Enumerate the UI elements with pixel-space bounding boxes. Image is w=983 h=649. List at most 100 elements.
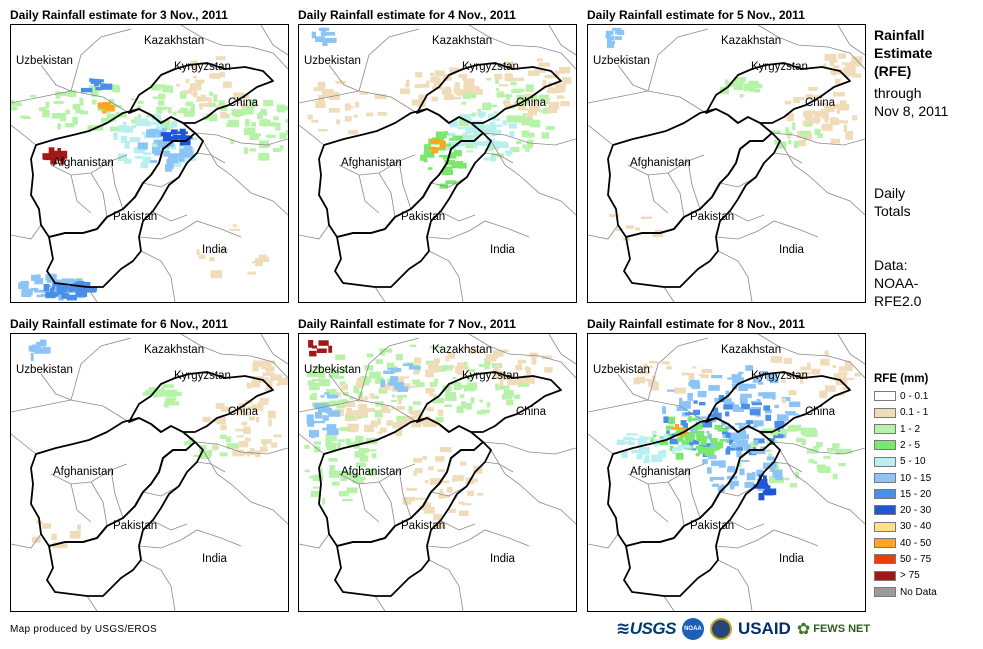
rainfall-cell xyxy=(162,135,171,142)
rainfall-cell xyxy=(522,144,526,149)
country-label-uzbekistan: Uzbekistan xyxy=(593,364,650,376)
rainfall-cell xyxy=(617,30,625,35)
rainfall-cell xyxy=(770,461,777,469)
boundary-line xyxy=(771,441,865,455)
rainfall-cell xyxy=(766,373,777,381)
rainfall-cell xyxy=(517,115,526,123)
rainfall-cell xyxy=(544,75,557,79)
rainfall-cell xyxy=(324,31,336,36)
legend-swatch xyxy=(874,554,896,565)
rainfall-cell xyxy=(399,88,410,95)
rainfall-cell xyxy=(438,366,446,372)
country-label-china: China xyxy=(516,406,547,418)
rainfall-cell xyxy=(240,452,251,455)
rainfall-cell xyxy=(92,99,97,105)
rainfall-cell xyxy=(509,148,513,153)
rainfall-cell xyxy=(631,449,643,454)
rainfall-cell xyxy=(252,261,261,264)
rainfall-cell xyxy=(60,286,73,290)
rainfall-cell xyxy=(424,479,429,484)
rainfall-cell xyxy=(446,143,452,147)
boundary-line xyxy=(667,481,685,527)
rainfall-cell xyxy=(688,416,692,423)
rainfall-cell xyxy=(441,88,452,95)
rainfall-cell xyxy=(399,376,410,379)
rainfall-cell xyxy=(728,432,736,438)
rainfall-cell xyxy=(736,450,742,458)
rainfall-cell xyxy=(273,147,282,152)
legend-label: 5 - 10 xyxy=(900,456,926,468)
rainfall-cell xyxy=(674,427,682,430)
rainfall-cell xyxy=(45,101,50,109)
rainfall-cell xyxy=(52,542,65,549)
rainfall-cell xyxy=(490,129,497,137)
rainfall-cell xyxy=(644,455,650,464)
rainfall-cell xyxy=(306,370,318,378)
country-outline xyxy=(416,371,562,433)
rainfall-cell xyxy=(773,433,784,439)
boundary-line xyxy=(468,334,576,379)
rainfall-cell xyxy=(426,407,434,412)
legend-label: 15 - 20 xyxy=(900,488,932,500)
rainfall-cell xyxy=(343,391,349,396)
rainfall-cell xyxy=(813,117,820,124)
rainfall-map-svg xyxy=(299,25,576,302)
boundary-line xyxy=(617,64,649,92)
rainfall-cell xyxy=(733,84,739,90)
boundary-line xyxy=(202,140,288,216)
rainfall-cell xyxy=(714,397,723,403)
rainfall-cell xyxy=(209,91,213,96)
rainfall-cell xyxy=(307,421,315,427)
rainfall-cell xyxy=(769,475,781,484)
rainfall-cell xyxy=(197,96,206,101)
rainfall-cell xyxy=(214,105,223,108)
boundary-line xyxy=(773,152,803,164)
rainfall-cell xyxy=(312,392,317,399)
rainfall-cell xyxy=(702,459,708,465)
rainfall-cell xyxy=(387,367,398,370)
country-label-pakistan: Pakistan xyxy=(401,520,446,532)
rainfall-cell xyxy=(62,289,67,297)
rainfall-cell xyxy=(366,353,374,358)
rainfall-cell xyxy=(334,375,345,379)
boundary-line xyxy=(140,559,176,611)
rainfall-cell xyxy=(57,123,61,130)
rainfall-cell xyxy=(355,435,364,443)
rainfall-cell xyxy=(51,533,57,541)
rainfall-cell xyxy=(345,411,357,415)
rainfall-cell xyxy=(724,401,735,406)
rainfall-cell xyxy=(444,86,451,90)
rainfall-cell xyxy=(198,254,206,259)
rainfall-cell xyxy=(370,420,378,428)
rainfall-cell xyxy=(547,87,558,93)
legend-swatch xyxy=(874,505,896,516)
legend-title: RFE (mm) xyxy=(874,373,929,385)
rainfall-cell xyxy=(826,447,838,452)
rainfall-cell xyxy=(344,116,352,122)
rainfall-cell xyxy=(669,446,674,451)
boundary-line xyxy=(142,485,180,497)
rainfall-cell xyxy=(458,501,465,505)
rainfall-cell xyxy=(546,106,558,114)
country-outline xyxy=(416,62,562,124)
rainfall-cell xyxy=(698,444,708,449)
rainfall-cell xyxy=(55,91,67,96)
rainfall-cell xyxy=(263,118,267,127)
rainfall-cell xyxy=(456,406,464,414)
logo-strip: ≋USGS NOAA USAID ✿ FEWS NET xyxy=(616,615,870,643)
rainfall-cell xyxy=(839,100,847,107)
rainfall-cell xyxy=(838,120,849,124)
rainfall-cell xyxy=(510,147,520,152)
boundary-line xyxy=(438,519,476,531)
rainfall-cell xyxy=(267,410,276,419)
rainfall-cell xyxy=(406,488,418,491)
rainfall-cell xyxy=(313,486,321,489)
boundary-line xyxy=(430,176,468,188)
rainfall-cell xyxy=(52,282,62,287)
rainfall-cell xyxy=(665,425,674,430)
rainfall-cell xyxy=(342,498,353,502)
boundary-line xyxy=(398,160,412,210)
rainfall-cell xyxy=(492,118,501,121)
boundary-line xyxy=(484,152,514,164)
rainfall-cell xyxy=(736,430,747,439)
